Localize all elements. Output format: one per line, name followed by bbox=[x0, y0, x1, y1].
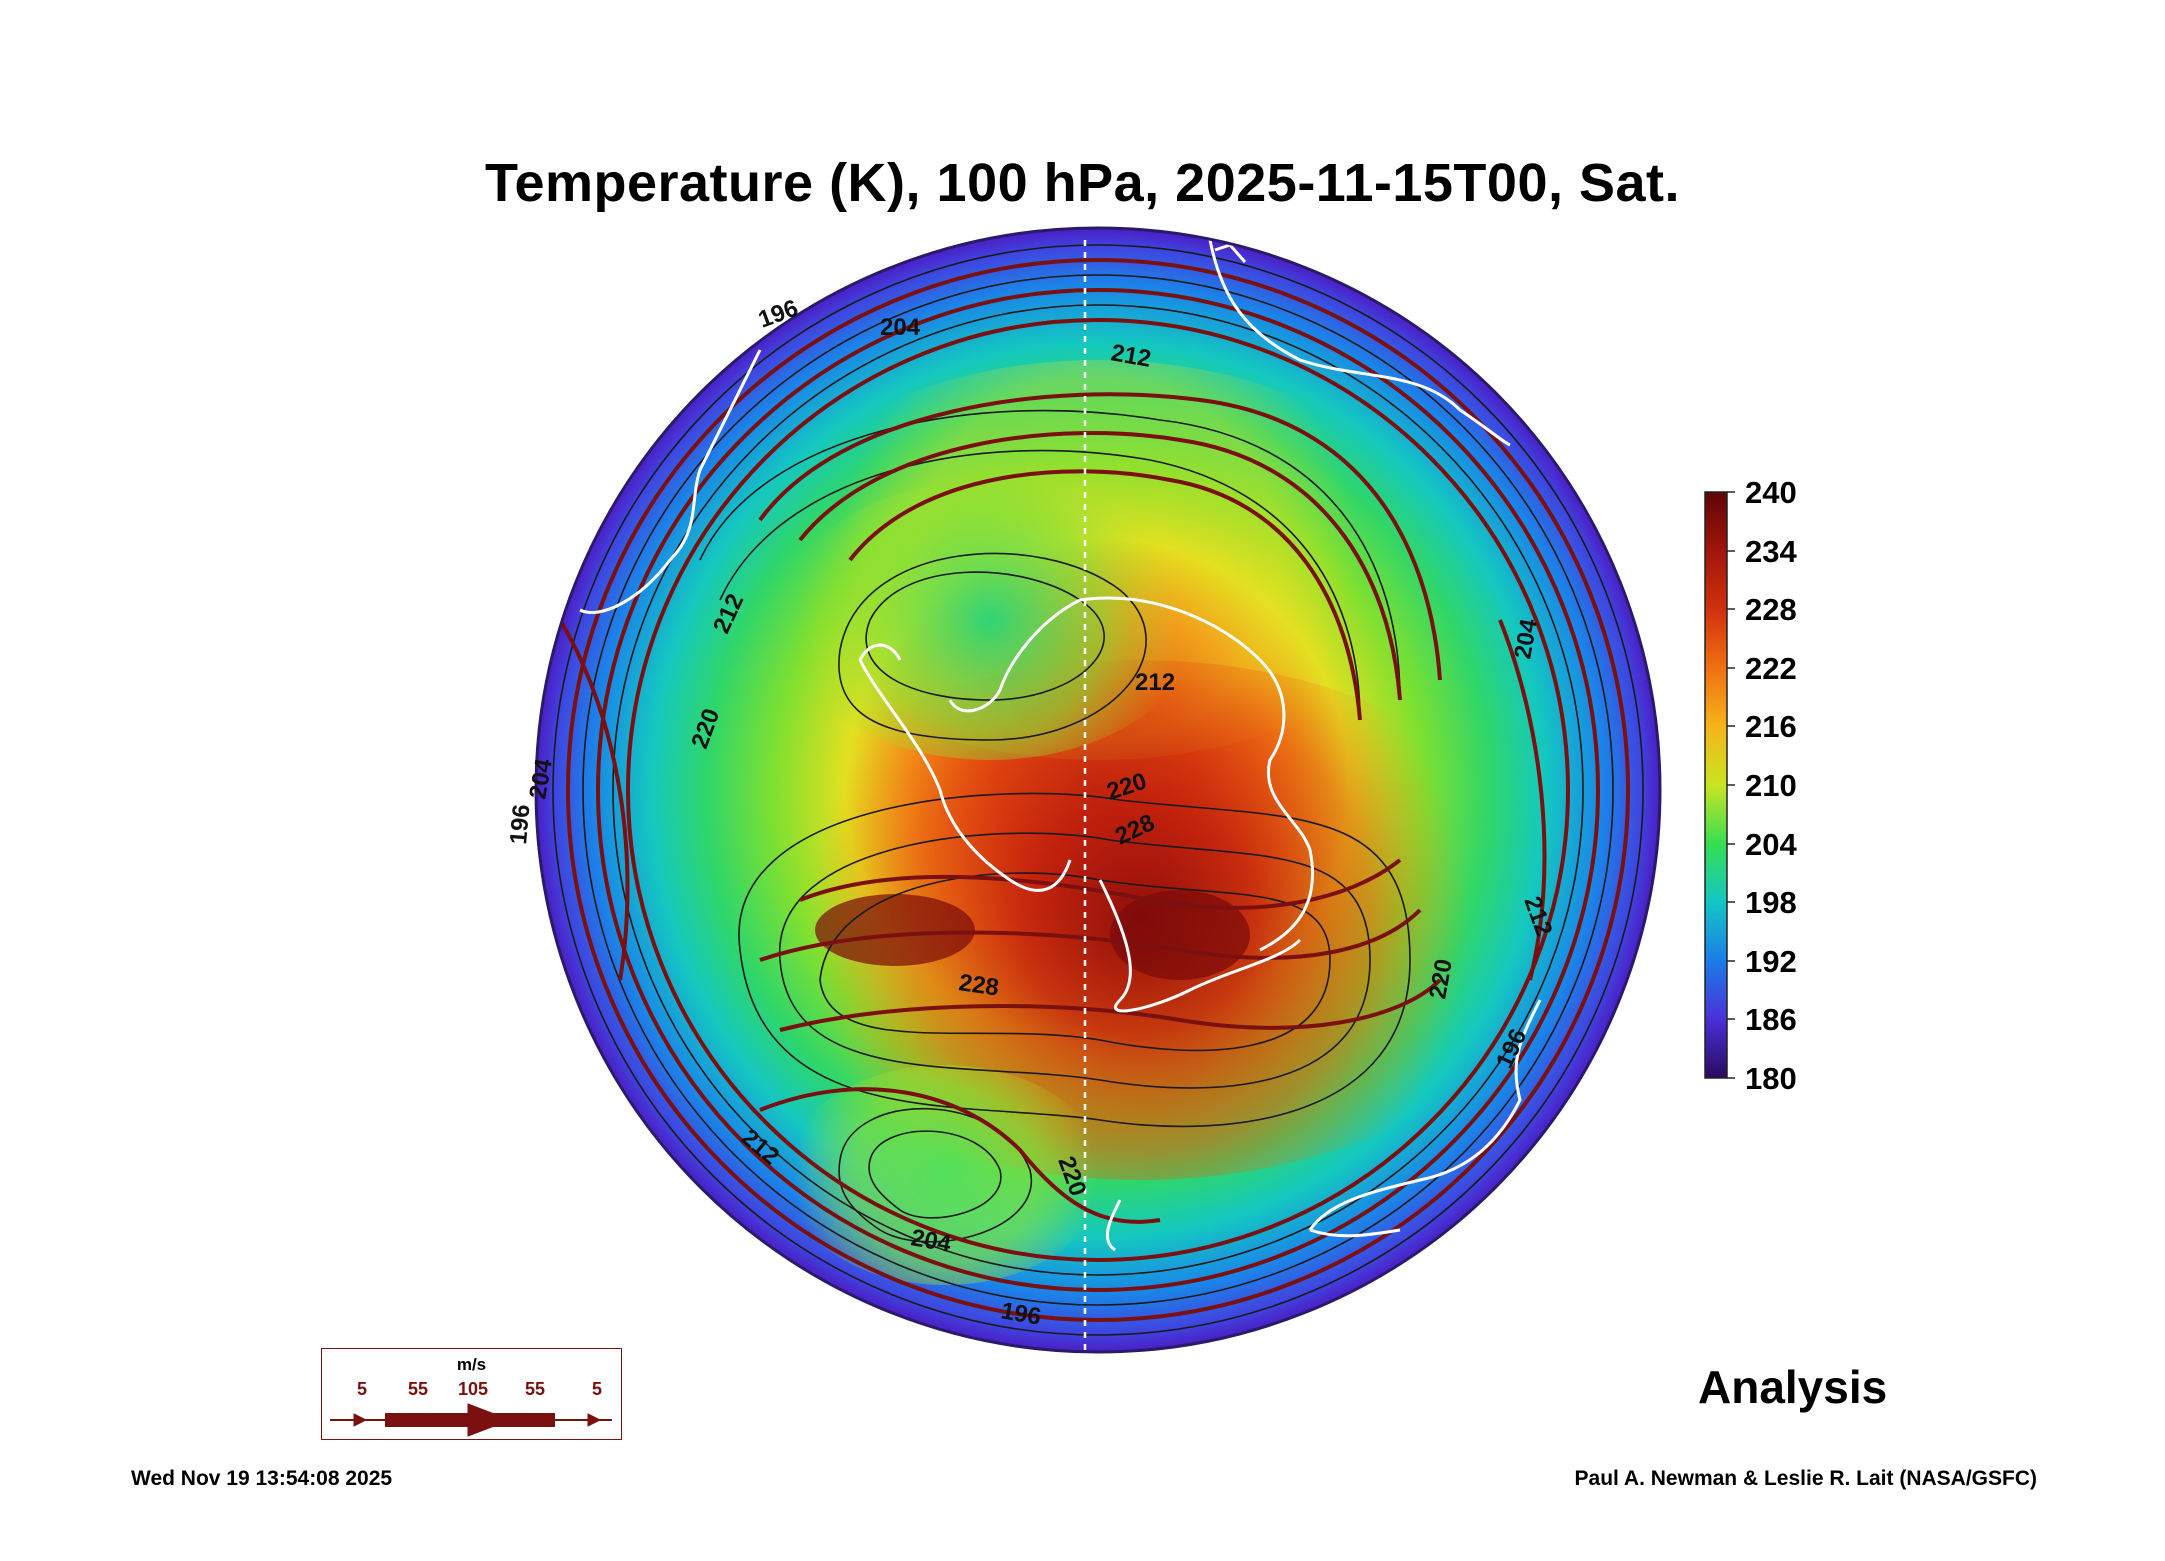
contour-label: 196 bbox=[505, 803, 535, 845]
analysis-label: Analysis bbox=[1698, 1361, 1888, 1413]
contour-label: 228 bbox=[957, 969, 1000, 1001]
isotherm-contours bbox=[552, 244, 1644, 1336]
temperature-field bbox=[536, 228, 1660, 1352]
colorbar-ticks bbox=[1727, 491, 1735, 1079]
colorbar bbox=[1704, 491, 1728, 1079]
legend-speed-label: 55 bbox=[524, 1379, 546, 1399]
contour-label: 212 bbox=[1135, 669, 1175, 696]
map-title: Temperature (K), 100 hPa, 2025-11-15T00,… bbox=[484, 153, 1681, 213]
legend-speed-label: 5 bbox=[356, 1379, 368, 1399]
colorbar-tick-label: 234 bbox=[1745, 534, 1797, 569]
colorbar-tick-label: 210 bbox=[1745, 768, 1797, 803]
contour-label: 204 bbox=[880, 314, 921, 341]
colorbar-tick-label: 228 bbox=[1745, 592, 1797, 627]
colorbar-tick-label: 180 bbox=[1745, 1061, 1797, 1096]
map-disc-outline bbox=[534, 226, 1662, 1354]
colorbar-tick-label: 240 bbox=[1745, 475, 1797, 510]
colorbar-tick-label: 216 bbox=[1745, 709, 1797, 744]
wind-streamlines bbox=[558, 258, 1630, 1322]
legend-unit-label: m/s bbox=[456, 1355, 487, 1374]
legend-speed-label: 5 bbox=[591, 1379, 603, 1399]
colorbar-tick-label: 198 bbox=[1745, 885, 1797, 920]
wind-speed-legend-arrow bbox=[330, 1403, 612, 1437]
legend-speed-label: 55 bbox=[407, 1379, 429, 1399]
colorbar-tick-label: 222 bbox=[1745, 651, 1797, 686]
credit-line: Paul A. Newman & Leslie R. Lait (NASA/GS… bbox=[1574, 1467, 2037, 1490]
timestamp: Wed Nov 19 13:54:08 2025 bbox=[131, 1467, 393, 1490]
legend-speed-label: 105 bbox=[457, 1379, 489, 1399]
colorbar-tick-label: 192 bbox=[1745, 944, 1797, 979]
colorbar-tick-label: 186 bbox=[1745, 1002, 1797, 1037]
wind-speed-legend: m/s 5 55 105 55 5 bbox=[321, 1348, 622, 1440]
colorbar-tick-label: 204 bbox=[1745, 827, 1797, 862]
